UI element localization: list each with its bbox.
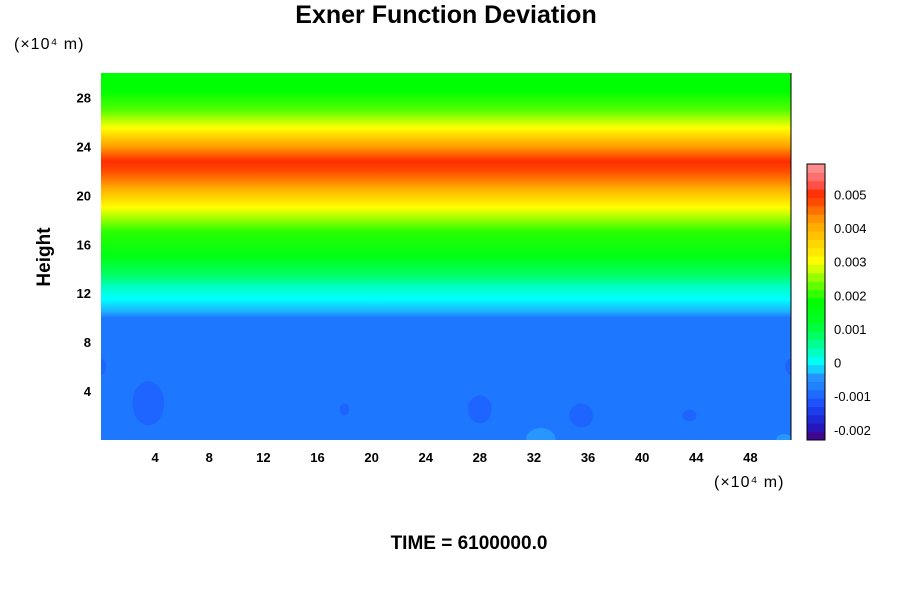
colorbar-swatch [807, 256, 825, 265]
anomaly-blob [339, 403, 350, 416]
y-tick-label: 4 [84, 384, 92, 399]
anomaly-blob [132, 381, 165, 426]
colorbar-swatch [807, 189, 825, 198]
colorbar-swatch [807, 373, 825, 382]
plot-area [101, 73, 792, 440]
exner-field [101, 73, 791, 440]
colorbar-swatch [807, 289, 825, 299]
colorbar-swatch [807, 180, 825, 190]
y-axis-unit: (×10⁴ m) [14, 36, 84, 53]
anomaly-blob [785, 358, 791, 375]
x-tick-label: 24 [418, 450, 433, 465]
x-axis-unit: (×10⁴ m) [714, 474, 784, 491]
x-tick-label: 48 [743, 450, 757, 465]
colorbar-swatch [807, 364, 825, 374]
anomaly-blob [569, 403, 594, 428]
colorbar-tick-label: -0.001 [834, 389, 871, 404]
colorbar-swatch [807, 230, 825, 240]
colorbar-swatch [807, 306, 825, 316]
colorbar-tick-label: -0.002 [834, 423, 871, 438]
colorbar-swatch [807, 406, 825, 416]
colorbar [806, 163, 826, 441]
x-tick-label: 36 [581, 450, 595, 465]
x-tick-label: 16 [310, 450, 324, 465]
colorbar-swatch [807, 239, 825, 249]
colorbar-border [806, 163, 826, 441]
colorbar-swatch [807, 431, 825, 441]
y-tick-label: 20 [77, 188, 91, 203]
x-tick-label: 4 [152, 450, 160, 465]
colorbar-swatch [807, 281, 825, 290]
time-caption: TIME = 6100000.0 [391, 533, 548, 554]
colorbar-swatch [807, 414, 825, 424]
colorbar-swatch [807, 314, 825, 324]
chart-title: Exner Function Deviation [295, 1, 596, 29]
colorbar-swatch [807, 214, 825, 224]
y-tick-label: 28 [77, 90, 91, 105]
x-tick-labels: 4 8 12 16 20 24 28 32 36 40 44 48 [152, 450, 758, 465]
y-tick-label: 16 [77, 237, 91, 252]
anomaly-blob [682, 409, 697, 422]
x-tick-label: 44 [689, 450, 704, 465]
colorbar-tick-label: 0.002 [834, 288, 867, 303]
x-tick-label: 20 [364, 450, 378, 465]
colorbar-tick-label: 0.005 [834, 187, 867, 202]
colorbar-swatch [807, 247, 825, 257]
colorbar-swatch [807, 172, 825, 182]
colorbar-swatch [807, 322, 825, 332]
x-tick-label: 40 [635, 450, 649, 465]
colorbar-swatch [807, 423, 825, 433]
colorbar-tick-label: 0 [834, 356, 841, 371]
colorbar-swatch [807, 205, 825, 215]
colorbar-tick-label: 0.001 [834, 322, 867, 337]
colorbar-swatch [807, 348, 825, 357]
colorbar-swatch [807, 339, 825, 349]
colorbar-swatch [807, 398, 825, 408]
anomaly-blob [525, 428, 556, 440]
anomaly-layer [101, 358, 791, 440]
anomaly-blob [776, 434, 791, 440]
colorbar-tick-labels: 0.005 0.004 0.003 0.002 0.001 0 -0.001 -0.002 [834, 187, 871, 438]
anomaly-blob [467, 395, 492, 424]
colorbar-swatch [807, 164, 825, 173]
x-tick-label: 32 [527, 450, 541, 465]
x-tick-label: 12 [256, 450, 270, 465]
colorbar-swatch [807, 272, 825, 282]
y-axis-label: Height [34, 227, 55, 287]
colorbar-tick-label: 0.004 [834, 221, 867, 236]
colorbar-swatch [807, 381, 825, 391]
y-tick-label: 12 [77, 286, 91, 301]
colorbar-swatch [807, 197, 825, 207]
colorbar-swatch [807, 264, 825, 274]
x-tick-label: 8 [206, 450, 213, 465]
colorbar-tick-label: 0.003 [834, 255, 867, 270]
x-tick-label: 28 [473, 450, 487, 465]
colorbar-swatch [807, 331, 825, 341]
colorbar-swatch [807, 222, 825, 232]
anomaly-blob [101, 358, 106, 375]
colorbar-swatch [807, 356, 825, 366]
colorbar-swatch [807, 297, 825, 307]
y-tick-label: 8 [84, 335, 91, 350]
y-tick-labels: 4 8 12 16 20 24 28 [77, 90, 92, 399]
y-tick-label: 24 [77, 139, 92, 154]
colorbar-swatch [807, 389, 825, 399]
